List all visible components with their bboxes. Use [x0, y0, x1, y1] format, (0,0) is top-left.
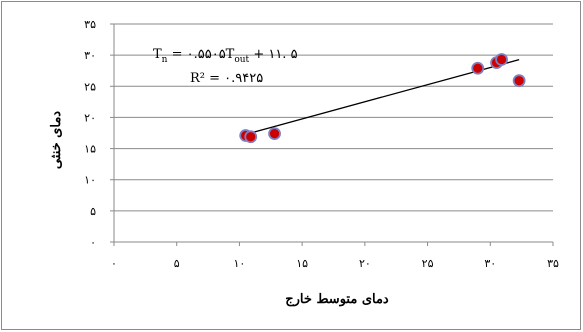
- equation-end: + ۱۱. ۵: [249, 47, 297, 62]
- y-tick-label: ۲۰: [84, 111, 96, 124]
- y-tick-label: ۳۰: [84, 49, 96, 62]
- data-point: [244, 130, 258, 144]
- equation-middle: = ۰.۵۵۰۵T: [167, 47, 234, 62]
- x-tick-label: ۳۰: [484, 257, 496, 270]
- grid-layer: [114, 23, 553, 212]
- data-point: [512, 74, 526, 88]
- y-tick-label: ۲۵: [84, 80, 96, 93]
- x-tick-label: ۵: [174, 257, 180, 270]
- equation-sub-n: n: [162, 55, 168, 65]
- y-tick-label: ۳۵: [84, 18, 96, 31]
- x-tick-label: ۳۵: [547, 257, 559, 270]
- x-axis-title: دمای متوسط خارج: [285, 292, 389, 307]
- equation-t: T: [153, 47, 162, 62]
- data-point: [268, 127, 281, 141]
- y-tick-label: ۰: [90, 236, 96, 249]
- x-tick-label: ۲۰: [359, 257, 371, 270]
- equation-sub-out: out: [234, 55, 249, 65]
- y-tick-label: ۱۰: [84, 174, 96, 187]
- y-axis-title: دمای خنثی: [49, 111, 64, 169]
- x-tick-label: ۱۰: [234, 257, 246, 270]
- points-layer: [239, 53, 526, 144]
- r-squared-label: R² = ۰.۹۴۲۵: [190, 71, 263, 86]
- x-tick-label: ۰: [111, 257, 117, 270]
- data-point: [495, 53, 508, 66]
- y-tick-label: ۵: [90, 205, 96, 218]
- y-tick-label: ۱۵: [84, 143, 96, 156]
- x-tick-label: ۱۵: [296, 257, 308, 270]
- trendline-equation: Tn = ۰.۵۵۰۵Tout + ۱۱. ۵: [153, 47, 298, 65]
- data-point: [471, 61, 485, 75]
- x-tick-label: ۲۵: [422, 257, 434, 270]
- axis-layer: ۰ ۵ ۱۰ ۱۵ ۲۰ ۲۵ ۳۰ ۳۵ ۰ ۵ ۱۰ ۱۵ ۲۰ ۲۵ ۳۰ ۳۵: [84, 18, 559, 270]
